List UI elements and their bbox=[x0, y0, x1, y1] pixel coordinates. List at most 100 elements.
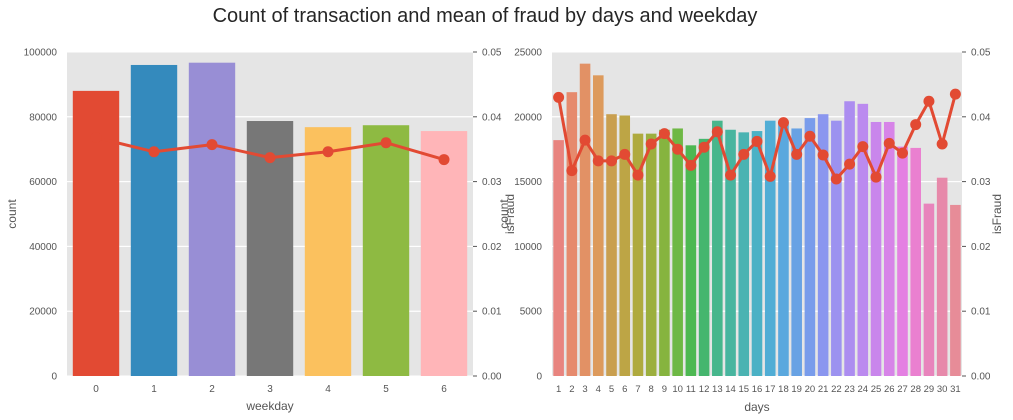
line-point bbox=[725, 169, 737, 181]
x-tick-label: 18 bbox=[778, 384, 789, 395]
bar bbox=[130, 64, 178, 377]
line-point bbox=[672, 143, 684, 155]
y2-tick-label: 0.02 bbox=[971, 242, 991, 253]
line-point bbox=[698, 141, 710, 153]
line-point bbox=[830, 173, 842, 185]
line-point bbox=[791, 148, 803, 160]
bar bbox=[883, 121, 895, 376]
x-tick-label: 15 bbox=[738, 384, 749, 395]
line-point bbox=[90, 132, 102, 144]
x-tick-label: 4 bbox=[596, 384, 601, 395]
line-point bbox=[738, 148, 750, 160]
bar bbox=[738, 132, 750, 376]
y2-tick-label: 0.05 bbox=[482, 48, 502, 59]
x-tick-label: 25 bbox=[871, 384, 882, 395]
x-tick-label: 1 bbox=[151, 384, 157, 395]
y-tick-label: 100000 bbox=[24, 48, 58, 59]
bar bbox=[672, 128, 683, 376]
y-tick-label: 10000 bbox=[514, 242, 542, 253]
y-tick-label: 80000 bbox=[29, 112, 57, 123]
bar bbox=[870, 121, 882, 376]
x-tick-label: 12 bbox=[699, 384, 710, 395]
line-point bbox=[857, 141, 869, 153]
y-tick-label: 20000 bbox=[514, 112, 542, 123]
line-point bbox=[817, 149, 829, 161]
bar bbox=[778, 121, 789, 376]
y2-tick-label: 0.01 bbox=[482, 307, 502, 318]
y-tick-label: 60000 bbox=[29, 177, 57, 188]
x-tick-label: 7 bbox=[635, 384, 640, 395]
x-tick-label: 0 bbox=[93, 384, 99, 395]
bar bbox=[844, 101, 855, 377]
x-tick-label: 30 bbox=[937, 384, 948, 395]
bar bbox=[362, 125, 410, 376]
bar bbox=[764, 120, 776, 376]
line-point bbox=[658, 128, 670, 140]
line-point bbox=[711, 126, 723, 138]
bar bbox=[188, 62, 236, 376]
line-point bbox=[645, 138, 657, 150]
bar bbox=[910, 147, 921, 376]
line-point bbox=[804, 130, 816, 142]
bar bbox=[923, 203, 935, 376]
y2-axis-label: isFraud bbox=[990, 194, 1004, 234]
bar bbox=[304, 127, 352, 376]
x-tick-label: 21 bbox=[818, 384, 829, 395]
y2-tick-label: 0.01 bbox=[971, 307, 991, 318]
line-point bbox=[949, 88, 961, 100]
line-point bbox=[936, 138, 948, 150]
line-point bbox=[870, 171, 882, 183]
y-tick-label: 0 bbox=[51, 372, 57, 383]
line-point bbox=[619, 148, 631, 160]
bar bbox=[751, 131, 763, 376]
bar bbox=[420, 131, 468, 376]
y-tick-label: 0 bbox=[536, 372, 542, 383]
bar bbox=[950, 204, 961, 376]
bar bbox=[632, 133, 644, 376]
bar bbox=[857, 103, 869, 376]
line-point bbox=[923, 95, 935, 107]
x-tick-label: 20 bbox=[805, 384, 816, 395]
bar bbox=[817, 114, 829, 376]
bar bbox=[725, 129, 736, 376]
line-point bbox=[148, 146, 160, 158]
x-tick-label: 24 bbox=[858, 384, 869, 395]
x-axis-label: days bbox=[744, 400, 769, 414]
bar bbox=[579, 63, 591, 376]
line-point bbox=[632, 169, 644, 181]
x-tick-label: 29 bbox=[924, 384, 935, 395]
x-tick-label: 19 bbox=[791, 384, 802, 395]
x-tick-label: 3 bbox=[582, 384, 587, 395]
y-tick-label: 25000 bbox=[514, 48, 542, 59]
line-point bbox=[777, 117, 789, 129]
bar bbox=[566, 92, 578, 377]
y2-axis-label: isFraud bbox=[503, 194, 517, 234]
line-point bbox=[910, 119, 922, 131]
bar bbox=[831, 120, 842, 376]
line-point bbox=[206, 139, 218, 151]
x-tick-label: 28 bbox=[910, 384, 921, 395]
line-point bbox=[264, 152, 276, 164]
bar bbox=[606, 114, 617, 376]
x-tick-label: 11 bbox=[686, 384, 696, 395]
line-point bbox=[844, 158, 856, 170]
bar bbox=[698, 138, 710, 376]
x-tick-label: 3 bbox=[267, 384, 273, 395]
y2-tick-label: 0.04 bbox=[482, 112, 502, 123]
x-tick-label: 9 bbox=[662, 384, 667, 395]
bar bbox=[685, 145, 697, 376]
bar bbox=[246, 121, 294, 377]
y2-tick-label: 0.03 bbox=[482, 177, 502, 188]
bar bbox=[593, 75, 604, 376]
x-tick-label: 23 bbox=[844, 384, 855, 395]
bar bbox=[712, 120, 723, 376]
bar bbox=[645, 133, 657, 376]
x-tick-label: 4 bbox=[325, 384, 331, 395]
line-point bbox=[883, 137, 895, 149]
x-tick-label: 16 bbox=[752, 384, 763, 395]
x-tick-label: 2 bbox=[569, 384, 574, 395]
line-point bbox=[685, 159, 697, 171]
weekday-chart: 0 20000 40000 60000 80000 100000 0.00 0.01 0.02 0… bbox=[5, 48, 517, 414]
line-point bbox=[322, 146, 334, 158]
